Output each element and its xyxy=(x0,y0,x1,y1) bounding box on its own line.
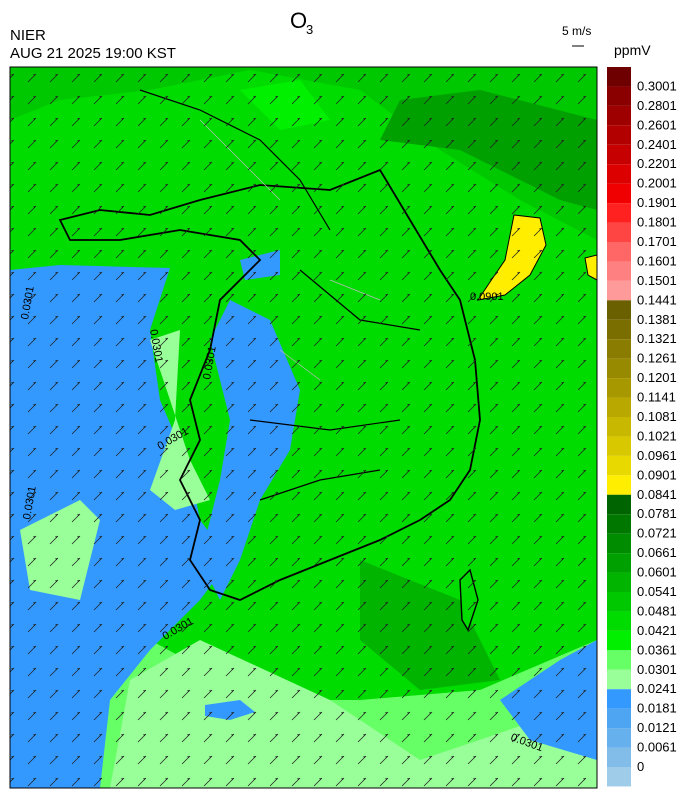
legend-label: 0.1381 xyxy=(637,312,677,327)
legend-label: 0.2601 xyxy=(637,117,677,132)
legend-band xyxy=(607,378,631,398)
legend-band xyxy=(607,67,631,87)
legend-label: 0.0181 xyxy=(637,701,677,716)
legend-band xyxy=(607,183,631,204)
title: O xyxy=(290,8,307,33)
legend-band xyxy=(607,319,631,340)
legend-label: 0.0241 xyxy=(637,681,677,696)
agency: NIER xyxy=(10,27,46,44)
legend-band xyxy=(607,339,631,359)
legend-label: 0.0301 xyxy=(637,662,677,677)
legend-band xyxy=(607,222,631,242)
legend-band xyxy=(607,144,631,165)
legend-label: 0.1601 xyxy=(637,253,677,268)
legend-label: 0.0421 xyxy=(637,623,677,638)
legend-band xyxy=(607,164,631,184)
legend-label: 0.0841 xyxy=(637,487,677,502)
legend-band xyxy=(607,572,631,592)
legend-band xyxy=(607,125,631,145)
contour-label: 0.0301 xyxy=(19,285,37,320)
legend-label: 0.2801 xyxy=(637,98,677,113)
legend-label: 0.0121 xyxy=(637,720,677,735)
legend-label: 0.0481 xyxy=(637,603,677,618)
legend-band xyxy=(607,300,631,320)
legend-label: 0.1441 xyxy=(637,292,677,307)
legend-label: 0.1321 xyxy=(637,331,677,346)
legend-label: 0.1901 xyxy=(637,195,677,210)
legend-label: 0.1081 xyxy=(637,409,677,424)
legend-label: 0.0781 xyxy=(637,506,677,521)
legend-label: 0.1261 xyxy=(637,351,677,366)
legend-label: 0 xyxy=(637,759,644,774)
legend-label: 0.1701 xyxy=(637,234,677,249)
timestamp: AUG 21 2025 19:00 KST xyxy=(10,45,176,62)
legend-label: 0.0901 xyxy=(637,467,677,482)
legend-band xyxy=(607,475,631,495)
map-frame xyxy=(9,66,598,789)
legend-label: 0.1501 xyxy=(637,273,677,288)
legend-band xyxy=(607,533,631,554)
legend-band xyxy=(607,455,631,476)
legend-band xyxy=(607,397,631,417)
legend-band xyxy=(607,592,631,612)
legend-label: 0.0541 xyxy=(637,584,677,599)
legend-band xyxy=(607,708,631,729)
legend-band xyxy=(607,436,631,456)
legend-label: 0.2201 xyxy=(637,156,677,171)
legend-band xyxy=(607,86,631,106)
legend-label: 0.0961 xyxy=(637,448,677,463)
legend-label: 0.0721 xyxy=(637,526,677,541)
legend-band xyxy=(607,553,631,573)
legend: 0.3001 0.2801 0.2601 0.2401 0.2201 0.2001 0.19… xyxy=(607,67,677,787)
legend-band xyxy=(607,611,631,631)
legend-band xyxy=(607,358,631,379)
contour-label: 0.0901 xyxy=(470,291,504,303)
legend-label: 0.1021 xyxy=(637,428,677,443)
legend-label: 0.2401 xyxy=(637,137,677,152)
legend-band xyxy=(607,203,631,223)
legend-band xyxy=(607,280,631,301)
legend-band xyxy=(607,689,631,709)
legend-band xyxy=(607,650,631,670)
legend-label: 0.2001 xyxy=(637,176,677,191)
legend-band xyxy=(607,767,631,787)
legend-label: 0.3001 xyxy=(637,78,677,93)
legend-band xyxy=(607,105,631,126)
contour-label: 0.0301 xyxy=(21,485,39,520)
legend-band xyxy=(607,514,631,534)
legend-band xyxy=(607,242,631,262)
legend-band xyxy=(607,417,631,437)
legend-band xyxy=(607,630,631,651)
legend-band xyxy=(607,669,631,690)
legend-band xyxy=(607,728,631,748)
legend-unit: ppmV xyxy=(614,42,651,58)
legend-label: 0.0661 xyxy=(637,545,677,560)
map xyxy=(10,67,597,788)
legend-label: 0.0601 xyxy=(637,565,677,580)
wind-scale: 5 m/s xyxy=(562,24,591,38)
legend-band xyxy=(607,747,631,767)
legend-label: 0.0361 xyxy=(637,642,677,657)
legend-band xyxy=(607,261,631,281)
legend-label: 0.1141 xyxy=(637,390,676,405)
contour-label: 0.0301 xyxy=(147,328,165,363)
legend-band xyxy=(607,494,631,515)
contour-label: 0.0301 xyxy=(201,345,219,380)
title-subscript: 3 xyxy=(306,22,313,37)
legend-label: 0.1201 xyxy=(637,370,677,385)
legend-label: 0.1801 xyxy=(637,215,677,230)
legend-label: 0.0061 xyxy=(637,740,677,755)
